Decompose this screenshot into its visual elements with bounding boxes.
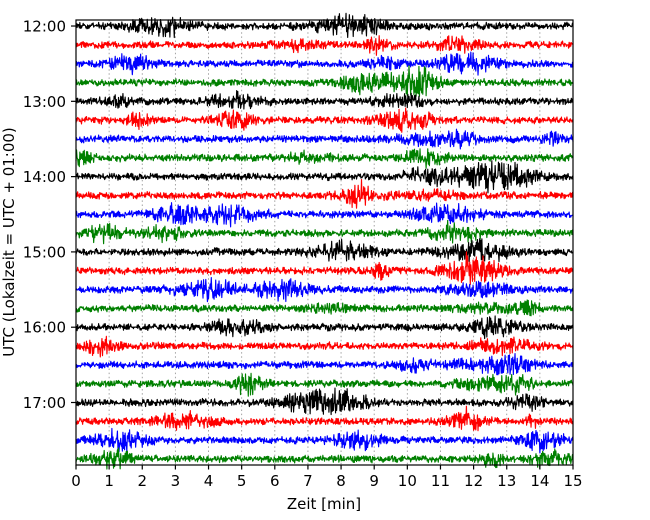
- x-axis-ticks: 0 1 2 3 4 5 6 7 8 9 10 11 12 13 14 15: [71, 465, 583, 490]
- y-axis-label: UTC (Lokalzeit = UTC + 01:00): [0, 127, 18, 357]
- seismic-trace: [75, 107, 574, 133]
- x-tick-label: 11: [431, 472, 450, 490]
- x-tick-label: 13: [497, 472, 516, 490]
- x-tick-label: 5: [237, 472, 247, 490]
- y-tick-label: 16:00: [23, 319, 66, 337]
- x-tick-label: 3: [171, 472, 181, 490]
- seismic-trace: [75, 148, 574, 169]
- y-tick-label: 12:00: [23, 18, 66, 36]
- x-tick-label: 14: [530, 472, 549, 490]
- x-tick-label: 12: [464, 472, 483, 490]
- x-tick-label: 0: [71, 472, 81, 490]
- y-tick-label: 13:00: [23, 93, 66, 111]
- seismic-trace: [75, 427, 574, 454]
- seismic-trace: [75, 65, 574, 97]
- x-tick-label: 8: [336, 472, 346, 490]
- seismic-trace: [75, 299, 574, 317]
- seismic-trace: [75, 387, 574, 416]
- x-tick-label: 7: [303, 472, 313, 490]
- x-tick-label: 6: [270, 472, 280, 490]
- x-tick-label: 1: [104, 472, 114, 490]
- seismic-trace: [75, 90, 574, 110]
- seismic-trace: [75, 277, 574, 303]
- x-tick-label: 15: [563, 472, 582, 490]
- seismic-trace: [75, 128, 574, 150]
- seismic-trace: [75, 335, 574, 358]
- seismic-trace: [75, 35, 574, 56]
- y-tick-label: 15:00: [23, 243, 66, 261]
- seismic-trace: [75, 251, 574, 286]
- y-tick-label: 17:00: [23, 394, 66, 412]
- seismic-trace: [75, 405, 574, 432]
- seismic-trace: [75, 178, 574, 209]
- x-tick-label: 9: [369, 472, 379, 490]
- x-tick-label: 10: [398, 472, 417, 490]
- seismic-trace: [75, 51, 574, 76]
- trace-group: [75, 12, 574, 470]
- seismic-trace: [75, 219, 574, 245]
- y-axis-ticks: 12:00 13:00 14:00 15:00 16:00 17:00: [23, 18, 76, 412]
- x-tick-label: 4: [204, 472, 214, 490]
- x-tick-label: 2: [137, 472, 147, 490]
- seismic-trace: [75, 202, 574, 228]
- x-axis-label: Zeit [min]: [287, 495, 361, 513]
- plot-frame: [75, 19, 574, 466]
- seismic-trace: [75, 315, 574, 340]
- seismic-trace: [75, 160, 574, 194]
- seismic-trace: [75, 372, 574, 397]
- y-tick-label: 14:00: [23, 168, 66, 186]
- vertical-gridlines: [108, 20, 541, 465]
- seismic-trace: [75, 353, 574, 376]
- seismic-trace: [75, 12, 574, 39]
- seismic-trace: [75, 238, 574, 263]
